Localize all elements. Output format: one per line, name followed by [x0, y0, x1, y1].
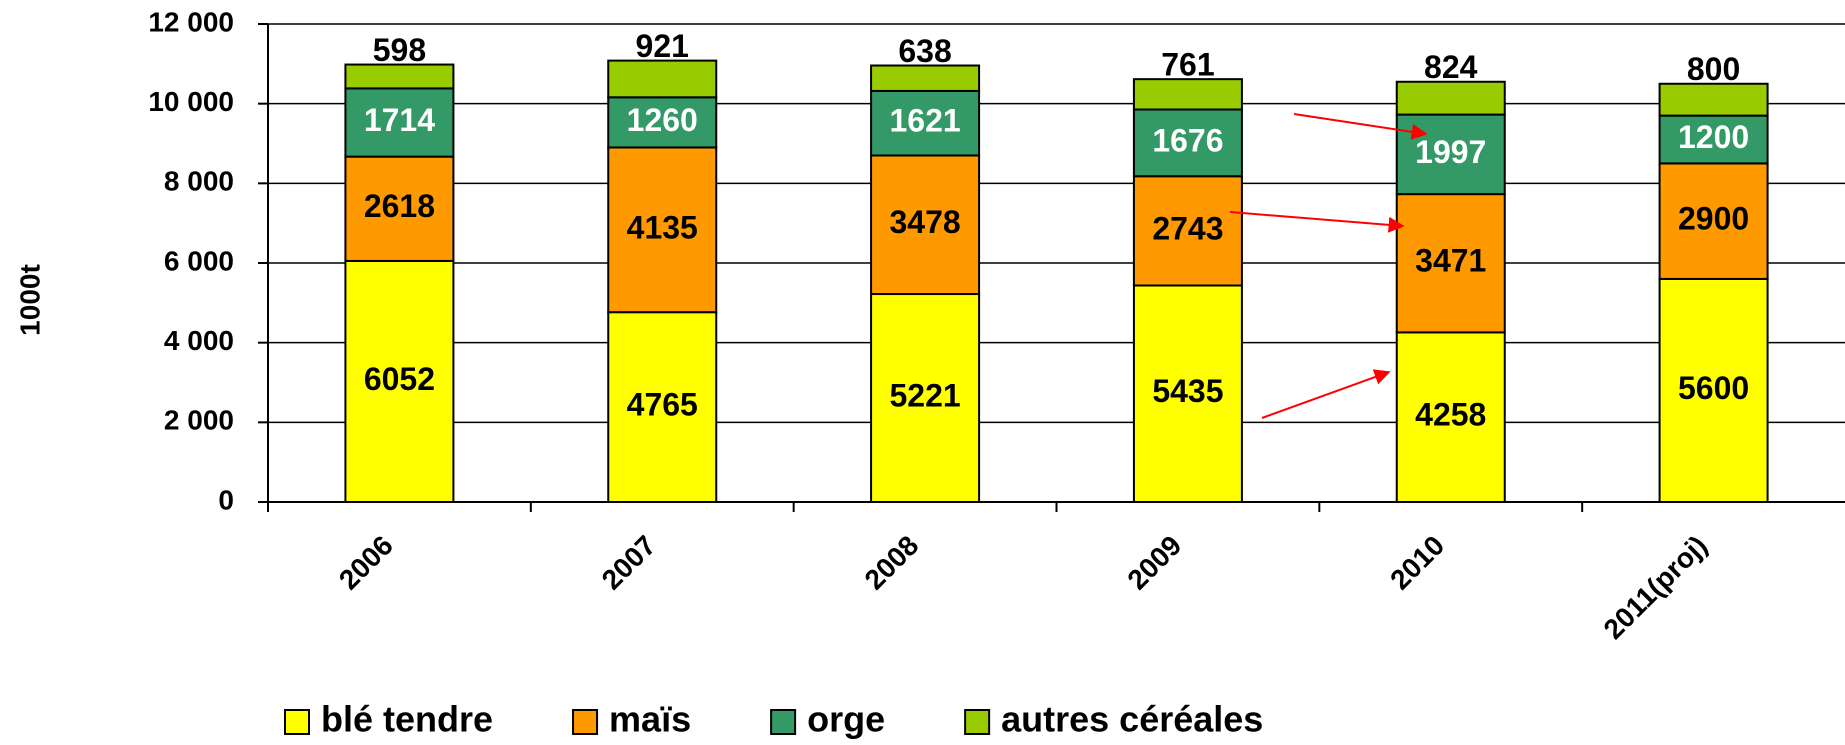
data-label: 2743: [1152, 210, 1223, 246]
x-tick-label: 2010: [1384, 530, 1450, 596]
bar-segment: [1132, 284, 1243, 503]
data-label: 3478: [889, 204, 960, 240]
bar-segment: [607, 59, 718, 99]
bar-segment: [1395, 80, 1506, 116]
data-label: 2618: [364, 188, 435, 224]
x-tick-label: 2007: [596, 530, 662, 596]
y-tick-label: 8 000: [164, 166, 234, 197]
data-label: 800: [1687, 51, 1740, 87]
bar-segment: [344, 155, 455, 262]
bar-segment: [870, 64, 981, 92]
legend-label: orge: [807, 699, 885, 740]
bar-segment: [344, 87, 455, 158]
bar-segment: [870, 89, 981, 157]
bar-segment: [1658, 82, 1769, 117]
data-label: 1260: [627, 102, 698, 138]
x-tick-label: 2009: [1121, 530, 1187, 596]
data-label: 3471: [1415, 243, 1486, 279]
bar-segment: [1132, 175, 1243, 287]
legend-label: blé tendre: [321, 699, 493, 740]
data-label: 4765: [627, 387, 698, 423]
bar-segment: [1132, 78, 1243, 111]
legend-swatch: [572, 709, 599, 735]
data-label: 638: [898, 33, 951, 69]
bar-segment: [870, 293, 981, 503]
bar-segment: [870, 154, 981, 296]
y-tick-label: 2 000: [164, 405, 234, 436]
data-label: 1997: [1415, 134, 1486, 170]
y-tick-label: 10 000: [148, 86, 234, 117]
bar-segment: [344, 63, 455, 90]
bar-segment: [1658, 162, 1769, 280]
legend-label: autres céréales: [1001, 699, 1263, 740]
data-label: 824: [1424, 49, 1478, 85]
legend-swatch: [964, 709, 991, 735]
data-label: 1676: [1152, 122, 1223, 158]
data-label: 598: [373, 32, 426, 68]
bar-segment: [607, 311, 718, 503]
legend-swatch: [770, 709, 797, 735]
arrow: [1261, 369, 1391, 419]
data-label: 4135: [627, 209, 698, 245]
data-label: 1714: [364, 102, 435, 138]
data-label: 5435: [1152, 373, 1223, 409]
bar-segment: [1658, 277, 1769, 503]
data-label: 1621: [889, 103, 960, 139]
bar-segment: [344, 259, 455, 504]
arrow: [1229, 211, 1405, 233]
x-tick-label: 2011(proj): [1598, 530, 1713, 645]
data-label: 5600: [1678, 370, 1749, 406]
bar-segment: [607, 96, 718, 149]
data-label: 6052: [364, 361, 435, 397]
y-tick-label: 12 000: [148, 6, 234, 37]
y-tick-label: 4 000: [164, 325, 234, 356]
bar-segment: [1132, 108, 1243, 178]
data-label: 5221: [889, 377, 960, 413]
data-label: 761: [1161, 47, 1214, 83]
legend-swatch: [284, 709, 310, 735]
data-label: 2900: [1678, 201, 1749, 237]
data-label: 4258: [1415, 397, 1486, 433]
arrow: [1293, 113, 1428, 140]
bar-segment: [607, 146, 718, 314]
x-tick-label: 2008: [859, 530, 925, 596]
x-tick-label: 2006: [333, 530, 399, 596]
data-label: 921: [636, 28, 689, 64]
annotation-arrows: [1229, 113, 1428, 419]
y-tick-label: 6 000: [164, 245, 234, 276]
legend-label: maïs: [609, 699, 691, 740]
y-axis-label: 1000t: [14, 264, 45, 336]
bar-segment: [1395, 331, 1506, 504]
bar-segment: [1658, 114, 1769, 165]
bar-segment: [1395, 193, 1506, 334]
y-tick-label: 0: [218, 484, 234, 515]
data-label: 1200: [1678, 119, 1749, 155]
